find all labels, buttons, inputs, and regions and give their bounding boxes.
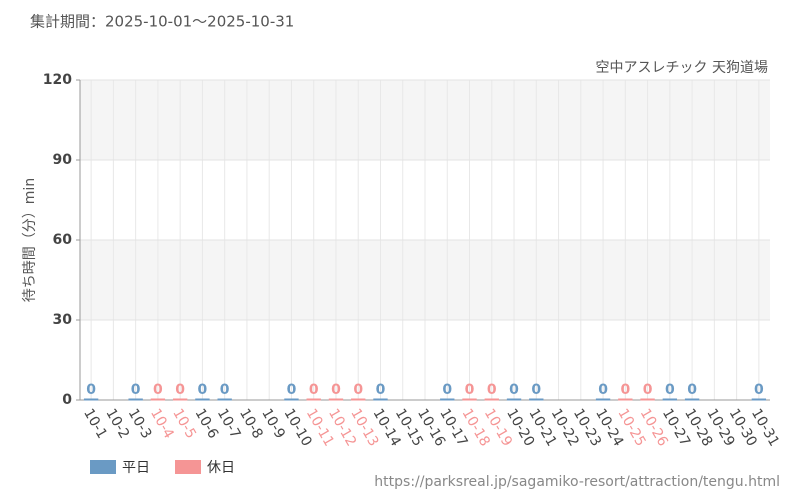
bar xyxy=(172,398,188,401)
data-label: 0 xyxy=(131,382,141,398)
y-tick-label: 30 xyxy=(53,312,73,328)
bar xyxy=(440,398,455,401)
data-label: 0 xyxy=(620,382,630,398)
bar xyxy=(506,398,522,401)
data-label: 0 xyxy=(509,382,519,398)
chart-subtitle: 空中アスレチック 天狗道場 xyxy=(596,60,768,76)
y-tick-label: 90 xyxy=(53,152,73,168)
data-label: 0 xyxy=(687,382,697,398)
bar xyxy=(529,398,544,401)
bar xyxy=(751,398,767,401)
bar xyxy=(618,398,633,401)
bar xyxy=(217,398,232,401)
source-url: https://parksreal.jp/sagamiko-resort/att… xyxy=(374,474,780,490)
bar xyxy=(128,398,143,401)
data-label: 0 xyxy=(153,382,163,398)
bar xyxy=(150,398,166,401)
bar xyxy=(595,398,611,401)
data-label: 0 xyxy=(86,382,96,398)
bar xyxy=(328,398,344,401)
bar xyxy=(195,398,210,401)
data-label: 0 xyxy=(531,382,541,398)
bar xyxy=(684,398,700,401)
data-label: 0 xyxy=(175,382,185,398)
legend-label: 休日 xyxy=(207,460,235,476)
data-label: 0 xyxy=(643,382,653,398)
bar xyxy=(83,398,99,401)
data-label: 0 xyxy=(598,382,608,398)
bar xyxy=(284,398,299,401)
data-label: 0 xyxy=(331,382,341,398)
data-label: 0 xyxy=(442,382,452,398)
bar xyxy=(484,398,499,401)
bar xyxy=(306,398,321,401)
legend-label: 平日 xyxy=(122,460,150,476)
data-label: 0 xyxy=(309,382,319,398)
legend-swatch xyxy=(175,460,201,474)
y-tick-label: 120 xyxy=(43,72,72,88)
bar xyxy=(640,398,655,401)
data-label: 0 xyxy=(198,382,208,398)
data-label: 0 xyxy=(220,382,230,398)
bar xyxy=(462,398,477,401)
data-label: 0 xyxy=(287,382,297,398)
data-label: 0 xyxy=(665,382,675,398)
data-label: 0 xyxy=(376,382,386,398)
data-label: 0 xyxy=(353,382,363,398)
legend-swatch xyxy=(90,460,116,474)
bar xyxy=(373,398,388,401)
y-tick-label: 0 xyxy=(62,392,72,408)
y-tick-label: 60 xyxy=(53,232,73,248)
bar xyxy=(351,398,366,401)
data-label: 0 xyxy=(754,382,764,398)
data-label: 0 xyxy=(465,382,475,398)
bar xyxy=(662,398,678,401)
y-axis-label: 待ち時間（分）min xyxy=(22,178,38,302)
data-label: 0 xyxy=(487,382,497,398)
chart-title: 集計期間：2025-10-01～2025-10-31 xyxy=(30,13,294,31)
